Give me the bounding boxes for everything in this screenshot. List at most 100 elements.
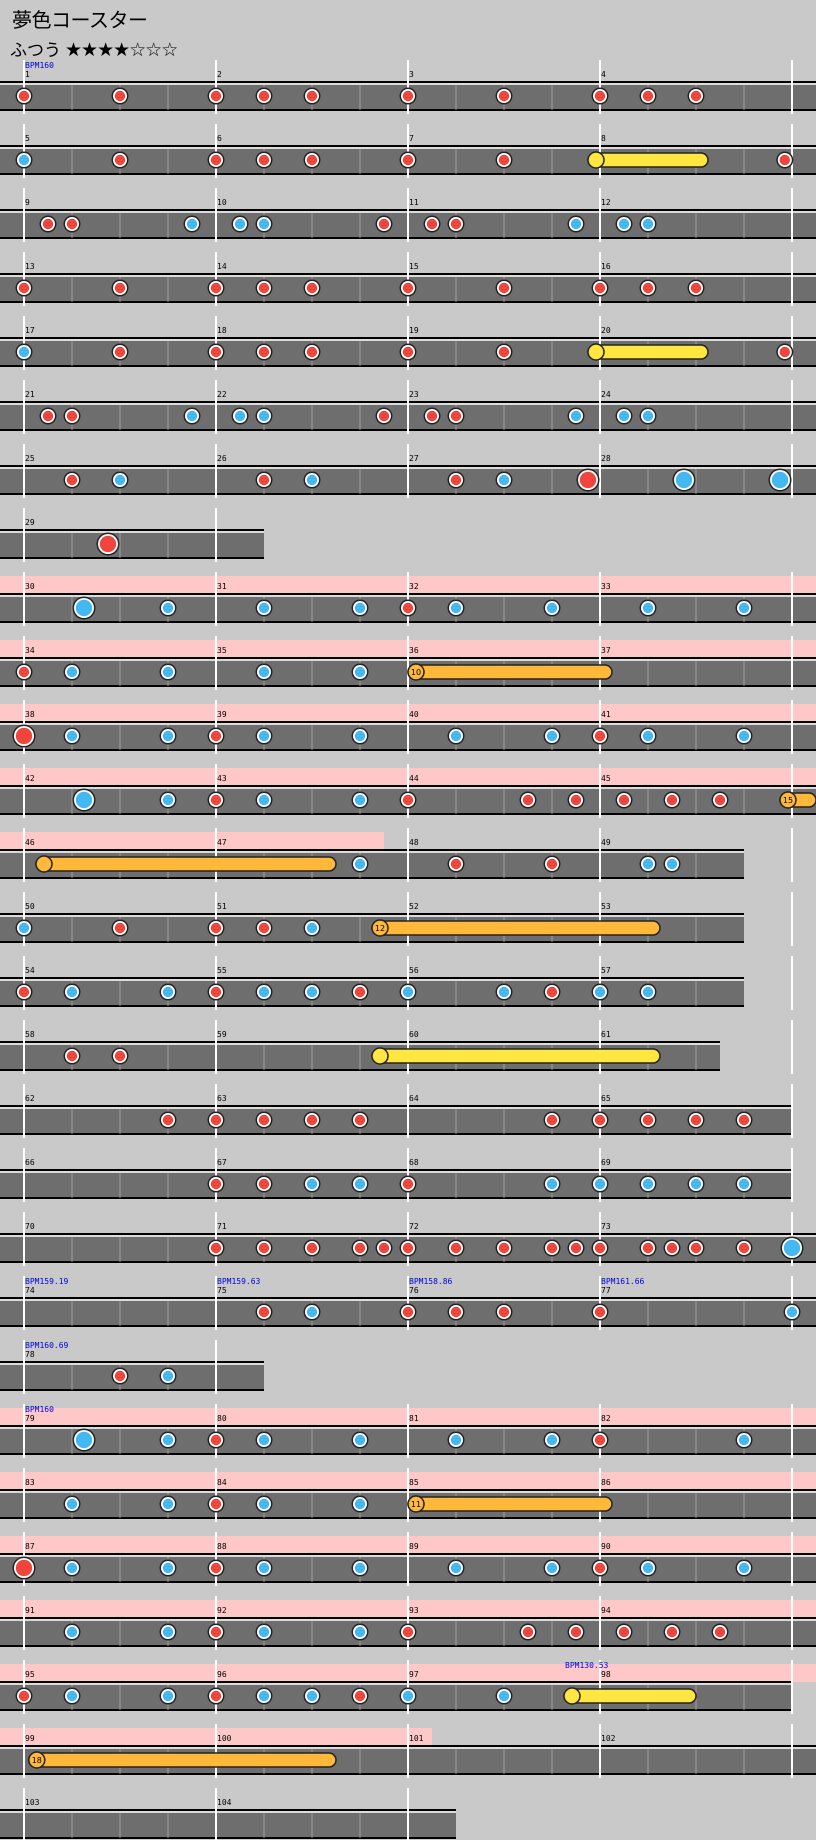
measure-number: 65 — [601, 1094, 611, 1103]
ka-note — [642, 986, 654, 998]
ka-note — [354, 730, 366, 742]
don-note — [114, 90, 126, 102]
measure-number: 10 — [217, 198, 227, 207]
ka-note — [642, 1178, 654, 1190]
measure-number: 79 — [25, 1414, 35, 1423]
don-note — [210, 1626, 222, 1638]
ka-note — [594, 986, 606, 998]
big-don-note — [15, 1559, 33, 1577]
star-rating-icon: ★★★★☆☆☆ — [65, 39, 178, 61]
bpm-label: BPM159.63 — [217, 1277, 261, 1286]
difficulty-label: ふつう — [10, 41, 61, 61]
measure-number: 34 — [25, 646, 35, 655]
ka-note — [186, 410, 198, 422]
measure-number: 69 — [601, 1158, 611, 1167]
lane — [0, 530, 264, 558]
ka-note — [162, 1690, 174, 1702]
balloon-head — [587, 151, 605, 169]
don-note — [618, 1626, 630, 1638]
don-note — [210, 1434, 222, 1446]
ka-note — [258, 602, 270, 614]
don-note — [210, 1242, 222, 1254]
measure-number: 70 — [25, 1222, 35, 1231]
don-note — [546, 858, 558, 870]
bpm-label: BPM130.53 — [565, 1661, 609, 1670]
measure-number: 75 — [217, 1286, 227, 1295]
don-note — [18, 1690, 30, 1702]
ka-note — [738, 730, 750, 742]
don-note — [210, 1178, 222, 1190]
balloon-count: 10 — [411, 668, 421, 677]
ka-note — [162, 1434, 174, 1446]
balloon-head — [587, 343, 605, 361]
ka-note — [402, 1690, 414, 1702]
measure-number: 67 — [217, 1158, 227, 1167]
ka-note — [162, 794, 174, 806]
measure-number: 100 — [217, 1734, 232, 1743]
measure-number: 48 — [409, 838, 419, 847]
difficulty-line: ふつう ★★★★☆☆☆ — [10, 36, 178, 61]
don-note — [779, 154, 790, 166]
measure-number: 35 — [217, 646, 227, 655]
don-note — [738, 1114, 750, 1126]
don-note — [402, 1306, 414, 1318]
ka-note — [306, 986, 318, 998]
don-note — [402, 1178, 414, 1190]
ka-note — [66, 986, 78, 998]
ka-note — [738, 1434, 750, 1446]
measure-number: 91 — [25, 1606, 35, 1615]
measure-number: 14 — [217, 262, 227, 271]
measure-number: 3 — [409, 70, 414, 79]
measure-number: 22 — [217, 390, 227, 399]
don-note — [18, 986, 30, 998]
ka-note — [258, 1562, 270, 1574]
ka-note — [258, 1434, 270, 1446]
measure-number: 84 — [217, 1478, 227, 1487]
measure-number: 92 — [217, 1606, 227, 1615]
don-note — [378, 218, 390, 230]
measure-number: 33 — [601, 582, 611, 591]
measure-number: 57 — [601, 966, 611, 975]
don-note — [114, 922, 126, 934]
don-note — [594, 1114, 606, 1126]
ka-note — [306, 1690, 318, 1702]
balloon-head — [407, 1495, 425, 1513]
ka-note — [66, 1498, 78, 1510]
don-note — [666, 1626, 678, 1638]
bpm-label: BPM158.86 — [409, 1277, 453, 1286]
don-note — [450, 1306, 462, 1318]
ka-note — [66, 1626, 78, 1638]
big-don-note — [15, 727, 33, 745]
measure-number: 24 — [601, 390, 611, 399]
don-note — [210, 282, 222, 294]
drumroll-note — [371, 1048, 661, 1064]
don-note — [738, 1242, 750, 1254]
ka-note — [354, 794, 366, 806]
ka-note — [354, 666, 366, 678]
bpm-label: BPM160 — [25, 1405, 54, 1414]
measure-number: 72 — [409, 1222, 419, 1231]
ka-note — [162, 602, 174, 614]
balloon-count: 11 — [411, 1500, 421, 1509]
measure-number: 90 — [601, 1542, 611, 1551]
ka-note — [258, 794, 270, 806]
measure-number: 28 — [601, 454, 611, 463]
don-note — [210, 986, 222, 998]
ka-note — [114, 474, 126, 486]
don-note — [666, 794, 678, 806]
ka-note — [450, 1434, 462, 1446]
ka-note — [354, 1562, 366, 1574]
ka-note — [354, 1498, 366, 1510]
measure-number: 43 — [217, 774, 227, 783]
don-note — [354, 1242, 366, 1254]
measure-number: 17 — [25, 326, 35, 335]
don-note — [594, 1562, 606, 1574]
don-note — [714, 794, 726, 806]
ka-note — [594, 1178, 606, 1190]
don-note — [450, 474, 462, 486]
big-don-note — [99, 535, 117, 553]
measure-number: 30 — [25, 582, 35, 591]
don-note — [642, 1114, 654, 1126]
ka-note — [354, 1434, 366, 1446]
don-note — [546, 986, 558, 998]
